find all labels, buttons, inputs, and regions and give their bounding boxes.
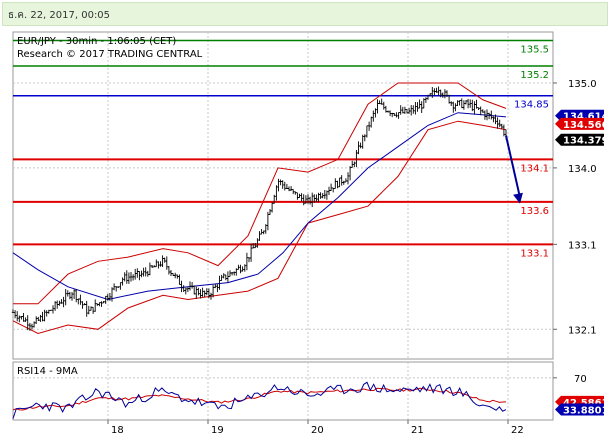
rsi-panel-frame bbox=[12, 361, 554, 421]
price-badge-red bbox=[555, 117, 604, 130]
forecast-arrow-head bbox=[513, 192, 523, 204]
rsi-y-tick-label: 70 bbox=[574, 374, 587, 385]
x-tick-label: 19 bbox=[211, 425, 224, 436]
rsi-axis: 70 bbox=[553, 374, 587, 385]
chart-subtitle: Research © 2017 TRADING CENTRAL bbox=[17, 49, 203, 60]
bollinger-bands bbox=[12, 82, 507, 335]
x-tick-label: 20 bbox=[311, 425, 324, 436]
x-tick-label: 18 bbox=[111, 425, 124, 436]
forecast-arrow-shaft bbox=[505, 135, 521, 198]
main-panel-frame bbox=[12, 31, 554, 360]
rsi-lines bbox=[12, 381, 507, 419]
moving-average-line bbox=[12, 112, 507, 301]
x-tick-label: 22 bbox=[511, 425, 524, 436]
price-bars bbox=[11, 86, 508, 331]
time-axis: 18 19 20 21 22 bbox=[13, 419, 553, 436]
rsi-ma-line bbox=[12, 387, 507, 411]
level-label: 134.85 bbox=[514, 100, 549, 111]
moving-average bbox=[12, 112, 507, 301]
price-badge-label: 134.379 bbox=[563, 136, 609, 147]
y-tick-label: 135.0 bbox=[568, 79, 597, 90]
bollinger-upper-line bbox=[13, 82, 507, 305]
level-label: 135.2 bbox=[520, 70, 549, 81]
price-badge-label: 134.566 bbox=[563, 120, 609, 131]
chart-title: EUR/JPY - 30min - 1:06:05 (CET) bbox=[17, 36, 176, 47]
price-badge-label: 134.614 bbox=[563, 112, 609, 123]
x-tick-label: 21 bbox=[411, 425, 424, 436]
rsi-badge-label: 42.5861 bbox=[563, 398, 609, 409]
rsi-title: RSI14 - 9MA bbox=[17, 366, 78, 377]
y-tick-label: 132.1 bbox=[568, 325, 597, 336]
timestamp: ธ.ค. 22, 2017, 00:05 bbox=[8, 10, 111, 21]
main-grid bbox=[13, 32, 553, 359]
rsi-badge-blue bbox=[555, 403, 604, 416]
y-tick-label: 134.0 bbox=[568, 164, 597, 175]
price-axis: 132.1 133.1 134.0 135.0 bbox=[553, 79, 597, 336]
rsi-grid bbox=[13, 362, 553, 420]
price-badge-black bbox=[555, 133, 604, 146]
level-label: 133.1 bbox=[520, 248, 549, 259]
rsi-line bbox=[12, 381, 507, 419]
level-label: 135.5 bbox=[520, 44, 549, 55]
forecast-arrow bbox=[505, 135, 523, 204]
y-tick-label: 133.1 bbox=[568, 240, 597, 251]
level-label: 133.6 bbox=[520, 206, 549, 217]
rsi-badge-label: 33.8801 bbox=[563, 406, 609, 417]
level-label: 134.1 bbox=[520, 163, 549, 174]
header-bar: ธ.ค. 22, 2017, 00:05 bbox=[2, 2, 608, 26]
price-ohlc-bars bbox=[11, 86, 508, 331]
bollinger-lower-line bbox=[12, 120, 507, 335]
price-levels: 135.5 135.2 134.85 134.1 133.6 133.1 bbox=[13, 39, 553, 259]
